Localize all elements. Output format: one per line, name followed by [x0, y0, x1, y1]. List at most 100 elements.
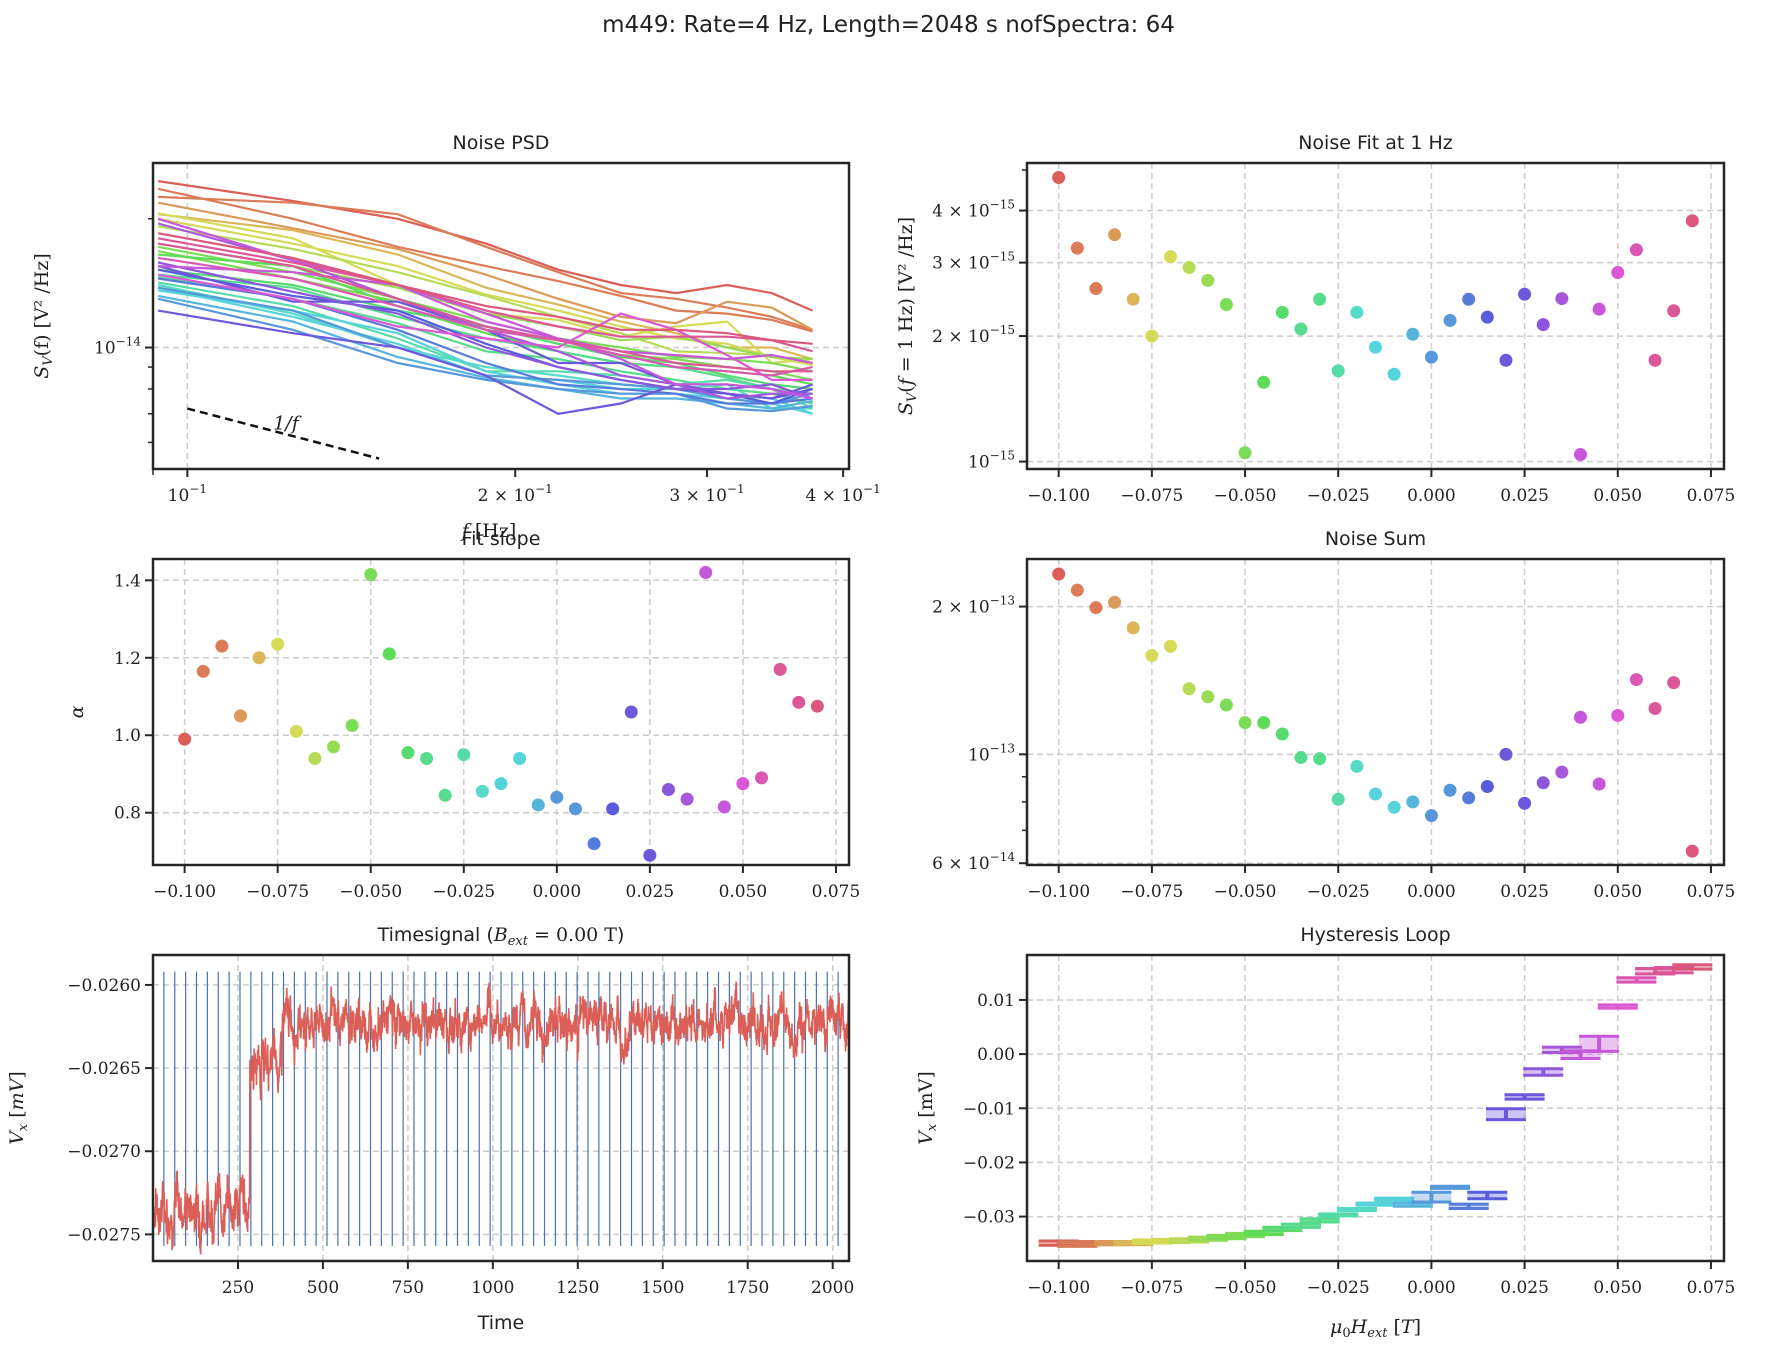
tick-exponent: −1 [535, 482, 553, 496]
data-point [1126, 292, 1140, 306]
y-tick-label: 10−14 [94, 335, 141, 359]
tick-exponent: −14 [116, 335, 142, 349]
y-label-part: x [925, 1123, 940, 1131]
data-point [1164, 639, 1177, 653]
y-tick-label: 6 × 10−14 [932, 850, 1015, 874]
errorbar-point [1504, 1093, 1545, 1101]
data-point [755, 771, 769, 785]
x-tick-label: 0.000 [1407, 486, 1456, 506]
data-point [1667, 304, 1681, 318]
x-tick-label: −0.100 [1027, 1278, 1090, 1298]
y-tick-label: −0.02 [963, 1153, 1015, 1173]
x-tick-label: 0.000 [1407, 882, 1456, 902]
data-point [1667, 676, 1681, 690]
y-label-rest: (f) [V² /Hz] [31, 253, 53, 356]
x-tick-label: 2000 [811, 1278, 854, 1298]
data-point [420, 751, 434, 765]
x-label-part: μ [1330, 1316, 1342, 1338]
x-tick-label: 750 [392, 1278, 424, 1298]
psd-series-line [157, 268, 813, 391]
data-point [1145, 648, 1159, 662]
title-math: B [493, 924, 508, 946]
data-point [1611, 708, 1625, 722]
y-label-part: [mV] [915, 1071, 937, 1124]
x-axis-label: μ0Hext [T] [1330, 1316, 1421, 1341]
data-point [1499, 747, 1513, 761]
errorbar-fill [1374, 1197, 1415, 1202]
errorbar-point [1374, 1196, 1415, 1202]
panel-noise-fit-1hz: Noise Fit at 1 Hz −0.100 −0.075 −0.050 −0.02… [895, 132, 1735, 506]
data-point [494, 777, 508, 791]
data-point [1424, 809, 1438, 823]
x-tick-label: 0.050 [1593, 1278, 1642, 1298]
data-point [1406, 795, 1420, 809]
data-point [1480, 310, 1494, 324]
x-tick-label: −0.050 [1214, 882, 1277, 902]
chart-title: Timesignal (Bext = 0.00 T) [377, 924, 625, 949]
y-label-part: V [915, 1129, 937, 1145]
y-label-part: ] [6, 1071, 28, 1078]
data-point [606, 802, 620, 816]
errorbar-fill [1411, 1191, 1452, 1203]
data-point [1182, 682, 1196, 696]
tick-base: 10 [94, 339, 116, 359]
data-point [1164, 250, 1177, 264]
y-label-part: x [16, 1123, 31, 1131]
data-point [1685, 844, 1699, 858]
errorbar-point [1448, 1202, 1489, 1210]
data-point [1480, 779, 1494, 793]
y-tick-label: 1.0 [114, 726, 141, 746]
errorbar-point [1597, 1003, 1638, 1010]
data-point [327, 740, 341, 754]
errorbar-fill [1392, 1202, 1433, 1208]
data-point [1089, 282, 1103, 296]
data-point [475, 784, 489, 798]
data-point [1052, 170, 1066, 184]
data-point [1219, 298, 1233, 312]
data-point [1424, 350, 1438, 364]
psd-series-line [157, 286, 813, 405]
errorbar-fill [1579, 1035, 1620, 1053]
tick-exponent: −15 [990, 250, 1015, 264]
x-tick-label: −0.075 [1120, 486, 1183, 506]
title-math-rest: = 0.00 T [528, 924, 617, 946]
axes-frame [151, 557, 851, 867]
errorbar-point [1523, 1067, 1564, 1077]
data-point [1294, 751, 1308, 765]
y-axis-label: Vx [mV] [6, 1071, 31, 1145]
y-tick-label: 4 × 10−15 [932, 198, 1015, 222]
tick-exponent: −1 [727, 482, 745, 496]
data-point [1294, 322, 1308, 336]
errorbar-point [1280, 1222, 1321, 1229]
x-tick-label: 1000 [471, 1278, 514, 1298]
errorbar-fill [1262, 1226, 1303, 1232]
data-point [1182, 261, 1196, 275]
tick-base: 2 × 10 [932, 327, 990, 347]
y-axis-label: Vx [mV] [915, 1071, 940, 1145]
tick-base: 10 [168, 486, 190, 506]
data-point [550, 790, 564, 804]
x-tick-label: 0.050 [719, 882, 768, 902]
errorbar-fill [1672, 963, 1713, 971]
errorbar-point [1336, 1206, 1377, 1213]
x-tick-label: −0.075 [1120, 882, 1183, 902]
data-point [1331, 364, 1345, 378]
errorbar-fill [1523, 1067, 1564, 1077]
y-axis-label: α [66, 705, 88, 718]
figure-suptitle: m449: Rate=4 Hz, Length=2048 s nofSpectr… [602, 12, 1175, 38]
psd-series-line [157, 276, 813, 405]
errorbar-fill [1075, 1240, 1116, 1246]
data-point [773, 662, 787, 676]
data-point [1369, 787, 1382, 801]
psd-series-line [157, 232, 813, 345]
data-point [1574, 448, 1587, 462]
data-point [252, 651, 266, 665]
y-tick-label: −0.0275 [67, 1225, 141, 1245]
x-tick-label: 3 × 10−1 [669, 482, 744, 506]
tick-exponent: −14 [990, 850, 1016, 864]
errorbar-fill [1485, 1107, 1526, 1121]
x-tick-label: 0.050 [1593, 882, 1642, 902]
data-point [1108, 595, 1122, 609]
data-point [1089, 601, 1103, 615]
data-point [1331, 792, 1345, 806]
